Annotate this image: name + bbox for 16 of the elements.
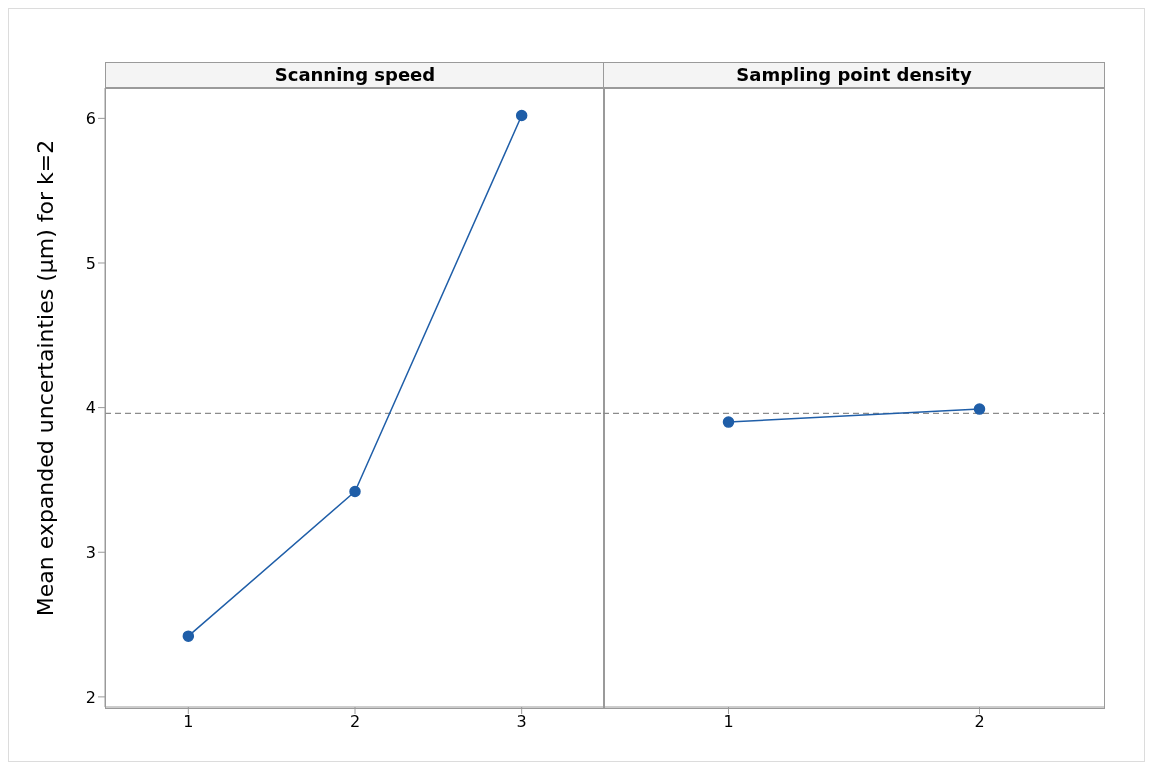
point	[182, 630, 195, 642]
point	[349, 485, 361, 498]
y-tick-label: 4	[85, 398, 96, 418]
chart-title: Sampling point density	[603, 62, 1105, 88]
y-axis-title: Mean expanded uncertainties (µm) for k=2	[32, 139, 58, 617]
x-tick-label: 3	[516, 712, 527, 732]
chart-title: Scanning speed	[105, 62, 605, 88]
y-tick-label: 3	[85, 542, 96, 562]
y-tick-label: 6	[85, 109, 96, 129]
y-tick-label: 2	[85, 687, 96, 707]
y-tick-label: 5	[85, 253, 96, 273]
x-tick-label: 2	[349, 712, 361, 732]
x-tick-label: 2	[974, 712, 985, 732]
point	[515, 109, 528, 122]
x-tick-label: 1	[183, 712, 194, 732]
x-tick-label: 1	[723, 712, 734, 732]
